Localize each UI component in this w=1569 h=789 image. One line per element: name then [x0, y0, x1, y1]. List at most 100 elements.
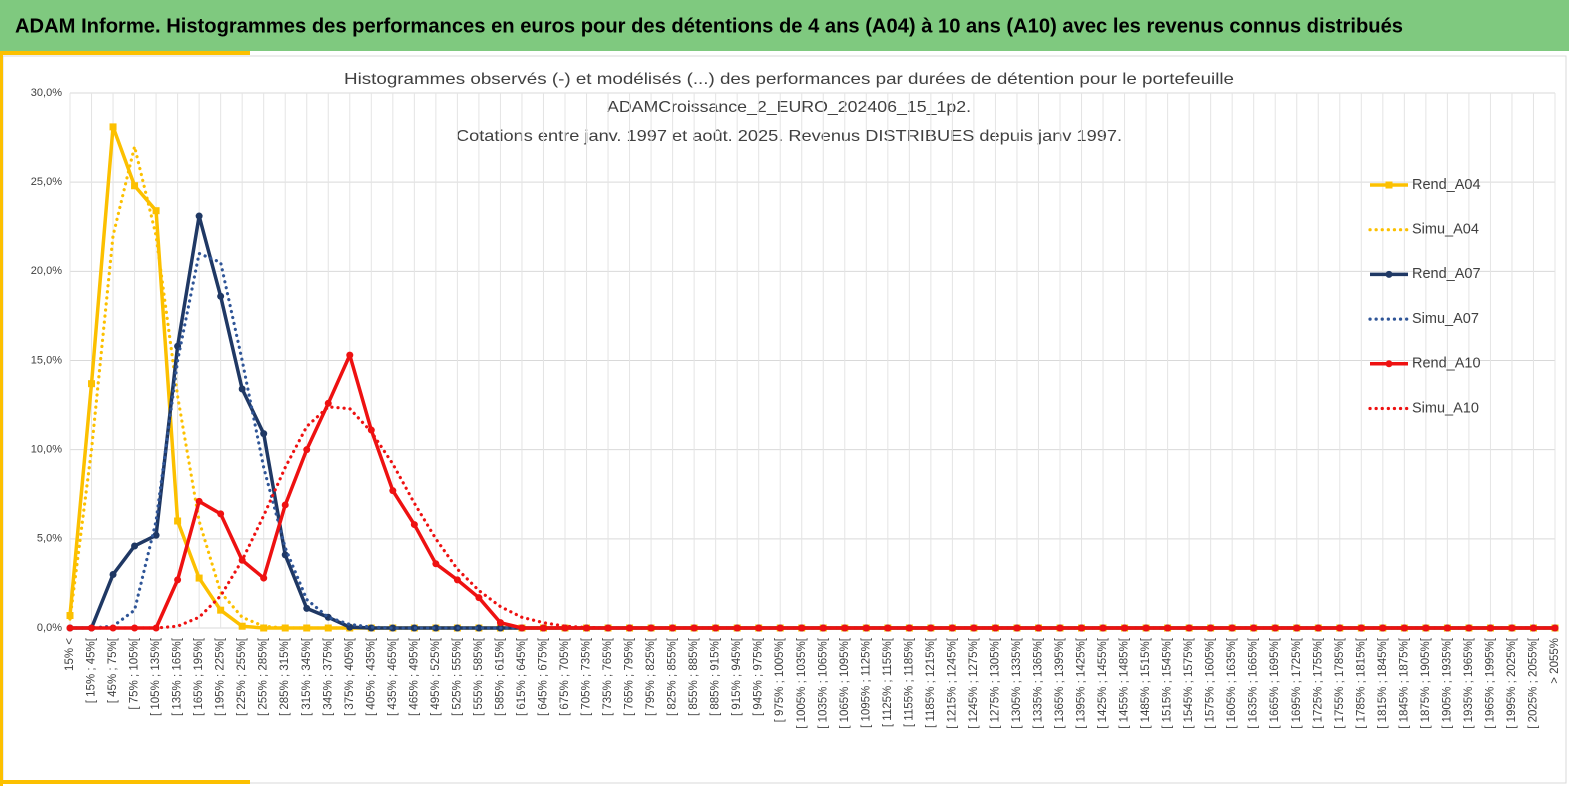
x-tick-label: [ 1185% ; 1215%[	[925, 637, 937, 728]
x-tick-label: [ 165% ; 195%[	[193, 637, 205, 716]
x-tick-label: [ 1425% ; 1455%[	[1097, 637, 1109, 729]
series-line	[68, 125, 1555, 630]
marker	[862, 624, 870, 632]
x-tick-label: [ 1395% ; 1425%[	[1076, 637, 1088, 729]
plot	[66, 123, 1559, 632]
series-line	[70, 353, 1555, 630]
x-tick-label: [ 105% ; 135%[	[150, 637, 162, 716]
accent-bottom	[0, 780, 250, 784]
series-line	[68, 405, 1557, 630]
marker	[905, 624, 913, 632]
x-tick-label: [ 405% ; 435%[	[365, 637, 377, 716]
marker	[1228, 624, 1236, 632]
marker	[195, 497, 203, 505]
marker	[66, 612, 74, 620]
x-tick-label: [ 1845% ; 1875%[	[1398, 637, 1410, 729]
marker	[410, 521, 418, 529]
x-tick-label: 15% <	[64, 638, 76, 671]
accent-top	[0, 51, 250, 55]
marker	[195, 574, 203, 582]
legend-label: Rend_A07	[1412, 266, 1481, 282]
x-tick-label: [ 975% ; 1005%[	[774, 637, 786, 722]
marker	[647, 624, 655, 632]
marker	[109, 571, 117, 578]
marker	[1422, 624, 1430, 632]
marker	[281, 501, 289, 509]
x-tick-label: [ 885% ; 915%[	[710, 637, 722, 716]
x-tick-label: [ 525% ; 555%[	[451, 637, 463, 716]
marker	[346, 351, 354, 359]
marker	[733, 624, 741, 632]
x-tick-label: [ 375% ; 405%[	[344, 637, 356, 716]
x-tick-label: [ 555% ; 585%[	[473, 637, 485, 716]
legend-label: Simu_A07	[1412, 311, 1479, 327]
marker	[109, 123, 117, 131]
y-tick-label: 20,0%	[31, 265, 62, 277]
x-tick-label: [ 1095% ; 1125%[	[860, 637, 872, 728]
marker	[1099, 624, 1107, 632]
marker	[475, 594, 483, 602]
x-tick-label: [ 1755% ; 1785%[	[1334, 637, 1346, 729]
x-tick-label: [ 1515% ; 1545%[	[1162, 637, 1174, 729]
x-tick-label: [ 735% ; 765%[	[602, 637, 614, 716]
header-bar	[0, 0, 1569, 51]
x-tick-label: [ 15% ; 45%[	[86, 637, 98, 703]
x-tick-label: [ 615% ; 645%[	[516, 637, 528, 716]
x-tick-label: [ 1575% ; 1605%[	[1205, 637, 1217, 729]
marker	[539, 624, 547, 632]
legend-marker	[1385, 360, 1393, 368]
chart-title: Cotations entre janv. 1997 et août. 2025…	[456, 128, 1122, 145]
x-tick-label: [ 1335% ; 1365%[	[1033, 637, 1045, 729]
x-tick-label: [ 1245% ; 1275%[	[968, 637, 980, 729]
marker	[131, 542, 139, 550]
y-tick-label: 25,0%	[31, 176, 62, 188]
x-tick-label: [ 315% ; 345%[	[301, 637, 313, 716]
legend-label: Simu_A10	[1412, 400, 1479, 416]
x-tick-label: [ 855% ; 885%[	[688, 637, 700, 716]
x-tick-label: [ 1035% ; 1065%[	[817, 637, 829, 729]
marker	[152, 531, 160, 539]
marker	[217, 606, 225, 614]
grid: 0,0% 5,0% 10,0% 15,0% 20,0% 25,0% 30,0% 15% < [ …	[31, 87, 1561, 729]
x-tick-label: [ 1005% ; 1035%[	[796, 637, 808, 729]
x-tick-label: [ 1275% ; 1305%[	[989, 637, 1001, 729]
x-tick-label: > 2055%	[1549, 638, 1561, 684]
marker	[238, 385, 246, 393]
x-tick-label: [ 1785% ; 1815%[	[1355, 637, 1367, 729]
x-tick-label: [ 345% ; 375%[	[322, 637, 334, 716]
x-tick-label: [ 1155% ; 1185%[	[903, 637, 915, 727]
marker	[1013, 624, 1021, 632]
legend-label: Rend_A04	[1412, 177, 1481, 193]
x-tick-label: [ 1995% ; 2025%[	[1506, 637, 1518, 729]
x-tick-label: [ 45% ; 75%[	[107, 637, 119, 703]
x-tick-label: [ 2025% ; 2055%[	[1528, 637, 1540, 729]
marker	[1185, 624, 1193, 632]
x-tick-label: [ 75% ; 105%[	[129, 637, 141, 709]
marker	[303, 446, 311, 454]
x-tick-label: [ 465% ; 495%[	[408, 637, 420, 716]
legend-label: Rend_A10	[1412, 356, 1481, 372]
marker	[174, 576, 182, 584]
legend-label: Simu_A04	[1412, 222, 1479, 238]
marker	[453, 576, 461, 584]
marker	[475, 624, 483, 632]
marker	[690, 624, 698, 632]
marker	[260, 430, 268, 438]
x-tick-label: [ 195% ; 225%[	[215, 637, 227, 716]
x-tick-label: [ 795% ; 825%[	[645, 637, 657, 716]
x-tick-label: [ 1725% ; 1755%[	[1312, 637, 1324, 729]
marker	[131, 182, 139, 190]
marker	[195, 212, 203, 220]
accent-left	[0, 51, 3, 786]
x-tick-label: [ 1605% ; 1635%[	[1226, 637, 1238, 729]
chart-title: Histogrammes observés (-) et modélisés (…	[344, 71, 1234, 88]
x-tick-label: [ 135% ; 165%[	[172, 637, 184, 716]
marker	[970, 624, 978, 632]
marker	[604, 624, 612, 632]
marker	[1056, 624, 1064, 632]
marker	[174, 517, 182, 525]
marker	[776, 624, 784, 632]
x-tick-label: [ 1125% ; 1155%[	[882, 637, 894, 727]
marker	[1271, 624, 1279, 632]
x-tick-label: [ 1965% ; 1995%[	[1484, 637, 1496, 729]
